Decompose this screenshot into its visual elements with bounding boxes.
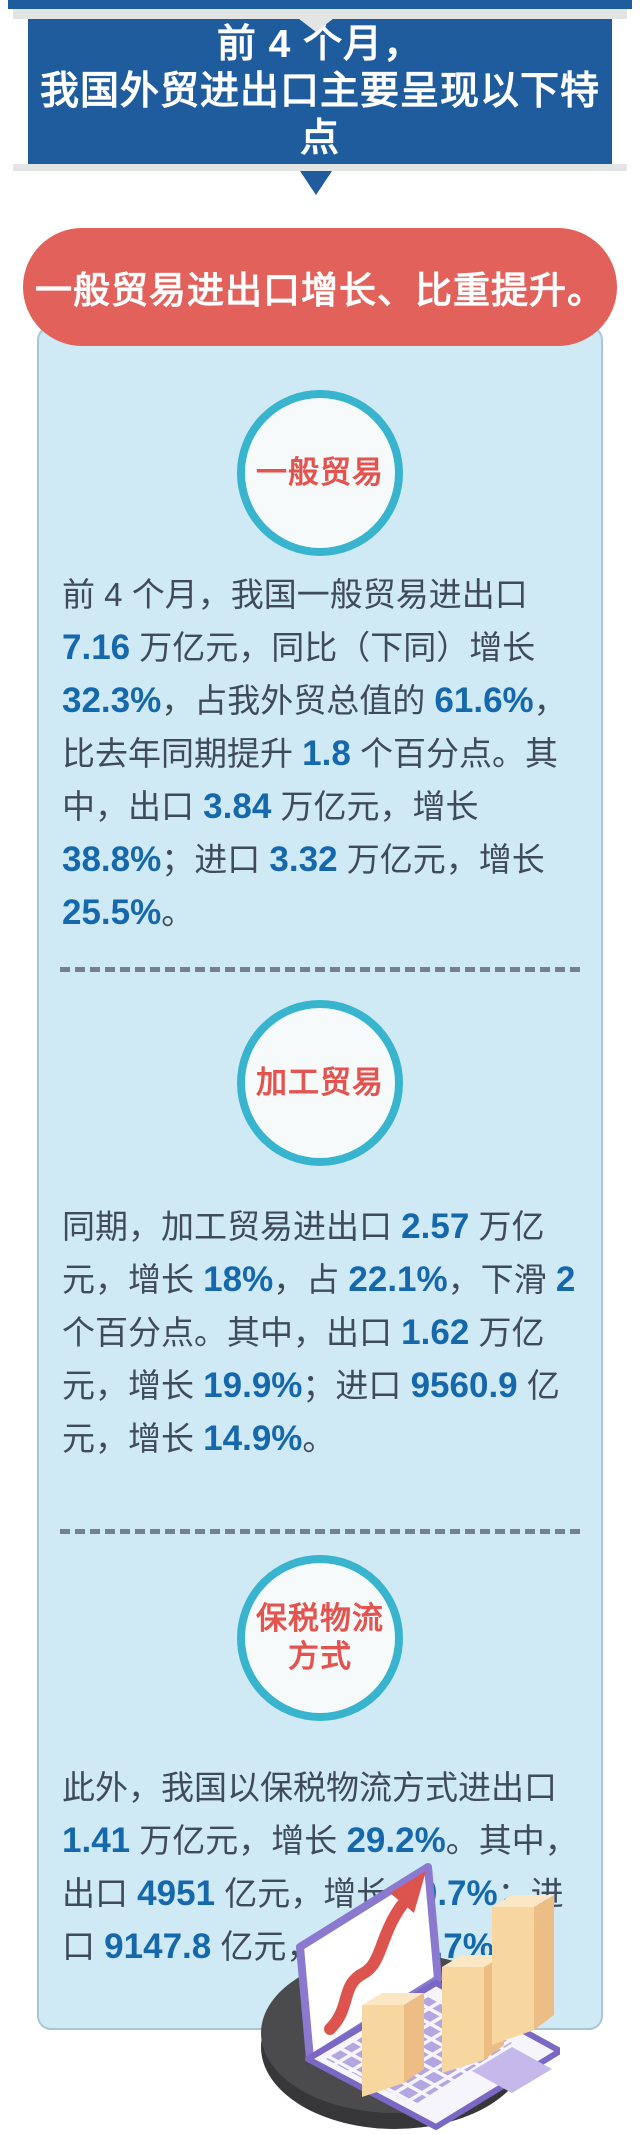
section-paragraph: 前 4 个月，我国一般贸易进出口 7.16 万亿元，同比（下同）增长 32.3%… bbox=[62, 576, 567, 932]
header-title-line2: 我国外贸进出口主要呈现以下特点 bbox=[39, 70, 600, 160]
trackpad bbox=[472, 2047, 552, 2093]
banner-shadow-top bbox=[13, 9, 627, 19]
rising-arrow-icon bbox=[324, 1871, 426, 2035]
dotted-divider bbox=[60, 967, 580, 972]
down-arrow-icon bbox=[300, 171, 332, 195]
section-badge-circle: 一般贸易 bbox=[237, 390, 403, 556]
notch-triangle-icon bbox=[294, 15, 338, 32]
top-accent-strip bbox=[8, 0, 632, 9]
trade-section: 一般贸易 前 4 个月，我国一般贸易进出口 7.16 万亿元，同比（下同）增长 … bbox=[39, 390, 601, 939]
section-paragraph: 同期，加工贸易进出口 2.57 万亿元，增长 18%，占 22.1%，下滑 2 … bbox=[62, 1207, 576, 1458]
laptop-chart-illustration bbox=[261, 1863, 560, 2130]
section-title-pill: 一般贸易进出口增长、比重提升。 bbox=[23, 228, 617, 346]
card-sections: 一般贸易 前 4 个月，我国一般贸易进出口 7.16 万亿元，同比（下同）增长 … bbox=[39, 390, 601, 2090]
section-badge-circle: 加工贸易 bbox=[237, 1000, 403, 1166]
section-badge-circle: 保税物流 方式 bbox=[237, 1555, 403, 1721]
section-badge-label: 加工贸易 bbox=[256, 1065, 384, 1100]
dotted-divider bbox=[60, 1529, 580, 1534]
bar-chart-icon bbox=[362, 1895, 554, 2097]
section-badge-label: 保税物流 方式 bbox=[256, 1601, 384, 1674]
section-badge-label: 一般贸易 bbox=[256, 455, 384, 490]
content-card: 一般贸易 前 4 个月，我国一般贸易进出口 7.16 万亿元，同比（下同）增长 … bbox=[37, 326, 603, 2030]
banner-shadow-bottom bbox=[13, 164, 627, 171]
trade-section: 加工贸易 同期，加工贸易进出口 2.57 万亿元，增长 18%，占 22.1%，… bbox=[39, 1000, 601, 1465]
header-banner: 前 4 个月， 我国外贸进出口主要呈现以下特点 bbox=[28, 19, 612, 164]
